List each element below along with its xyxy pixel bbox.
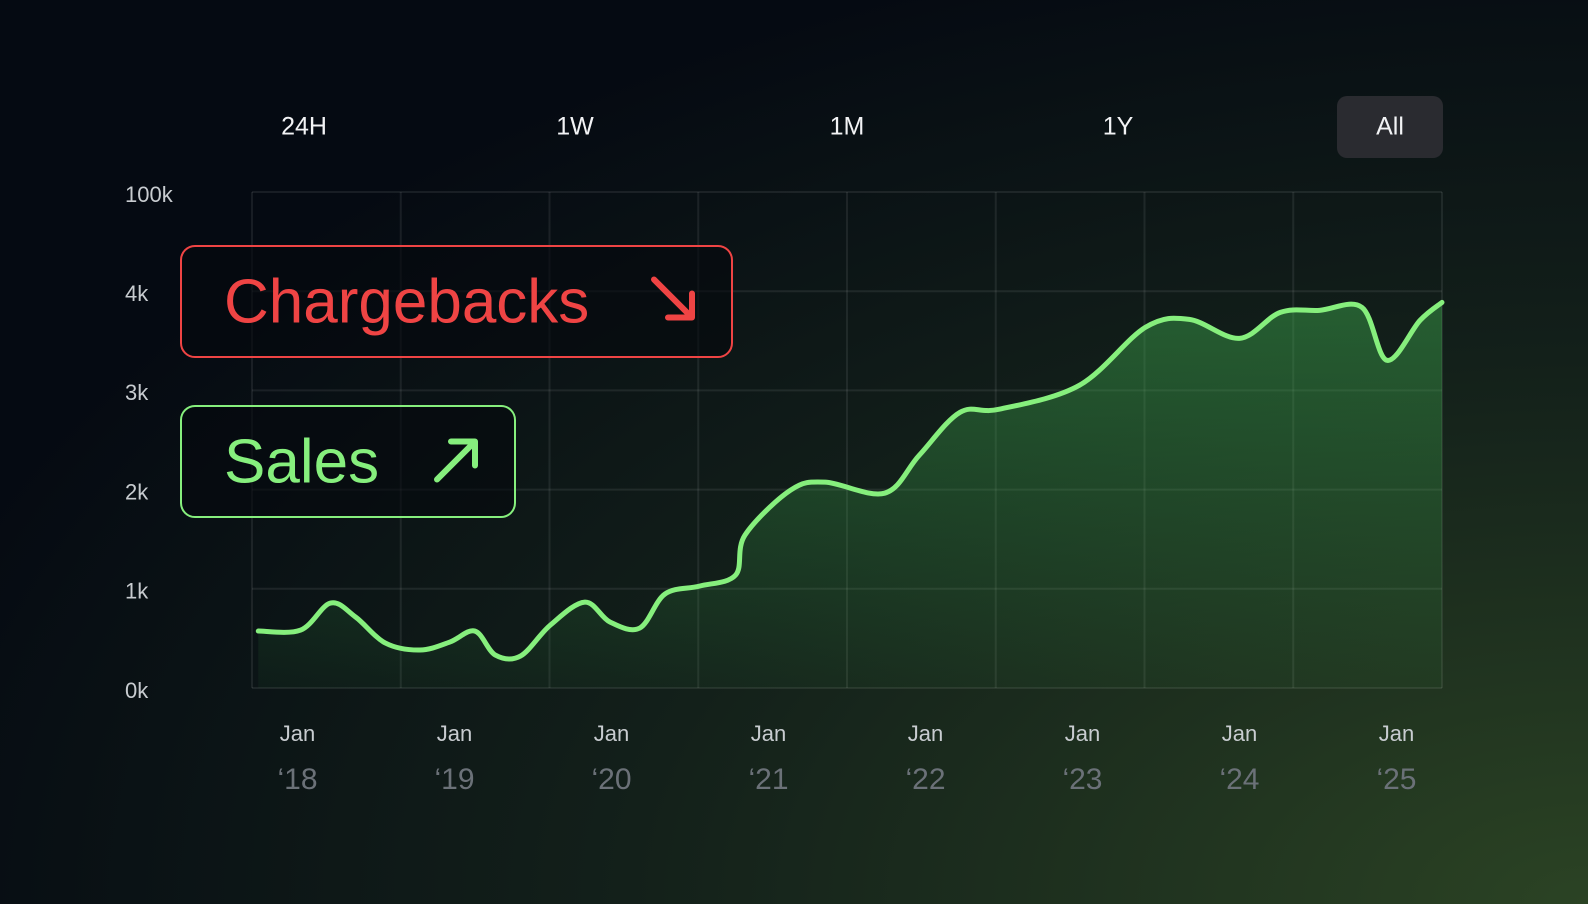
badge-label: Chargebacks bbox=[224, 267, 589, 336]
range-label: 1W bbox=[556, 113, 594, 141]
line bbox=[255, 299, 1445, 662]
x-tick-month: Jan bbox=[908, 721, 943, 746]
badge-box bbox=[180, 405, 516, 518]
x-tick-label: ‘21 bbox=[748, 763, 788, 796]
y-tick-label: 2k bbox=[125, 479, 149, 504]
range-button[interactable]: 1Y bbox=[1103, 113, 1134, 141]
x-tick-month: Jan bbox=[1379, 721, 1414, 746]
x-tick-label: ‘25 bbox=[1376, 763, 1416, 796]
range-label: 1M bbox=[830, 113, 865, 141]
range-button[interactable]: 1M bbox=[830, 113, 865, 141]
badge-arrow bbox=[434, 438, 478, 483]
badge-arrow bbox=[651, 276, 695, 321]
x-tick-month: Jan bbox=[594, 721, 629, 746]
x-tick-label: ‘24 bbox=[1219, 763, 1259, 796]
area bbox=[258, 302, 1443, 688]
range-label: All bbox=[1376, 113, 1404, 141]
range-label: 1Y bbox=[1103, 113, 1134, 141]
x-tick-month: Jan bbox=[1222, 721, 1257, 746]
badge: Chargebacks bbox=[180, 245, 733, 358]
y-tick-label: 3k bbox=[125, 380, 149, 405]
x-tick-label: ‘23 bbox=[1062, 763, 1102, 796]
badge-box bbox=[180, 245, 733, 358]
x-tick-month: Jan bbox=[751, 721, 786, 746]
badge-label: Sales bbox=[224, 427, 379, 496]
y-tick-label: 100k bbox=[125, 182, 174, 207]
x-tick-month: Jan bbox=[437, 721, 472, 746]
range-button-bg bbox=[1337, 96, 1443, 158]
x-tick-label: ‘22 bbox=[905, 763, 945, 796]
y-tick-label: 1k bbox=[125, 579, 149, 604]
y-tick-label: 4k bbox=[125, 281, 149, 306]
y-tick-label: 0k bbox=[125, 678, 149, 703]
x-tick-label: ‘19 bbox=[434, 763, 474, 796]
range-button[interactable]: All bbox=[1337, 96, 1443, 158]
badge: Sales bbox=[180, 405, 516, 518]
range-button[interactable]: 24H bbox=[281, 113, 327, 141]
x-tick-month: Jan bbox=[280, 721, 315, 746]
x-tick-label: ‘20 bbox=[591, 763, 631, 796]
x-tick-label: ‘18 bbox=[278, 763, 318, 796]
range-label: 24H bbox=[281, 113, 327, 141]
range-button[interactable]: 1W bbox=[556, 113, 594, 141]
x-tick-month: Jan bbox=[1065, 721, 1100, 746]
